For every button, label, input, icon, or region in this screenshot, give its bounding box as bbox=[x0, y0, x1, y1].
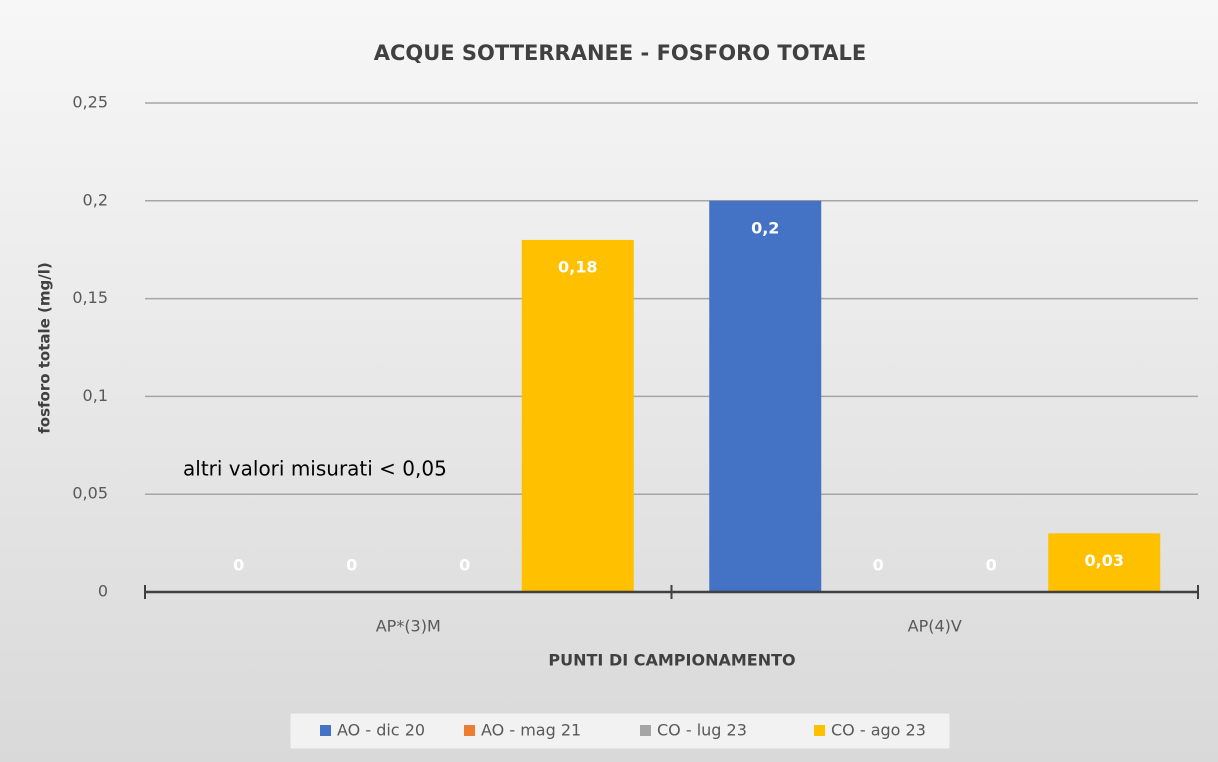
legend-label: CO - lug 23 bbox=[657, 721, 747, 740]
x-tick-label: AP*(3)M bbox=[376, 617, 441, 636]
y-axis-title: fosforo totale (mg/l) bbox=[36, 262, 54, 434]
chart-title: ACQUE SOTTERRANEE - FOSFORO TOTALE bbox=[374, 41, 867, 65]
bar bbox=[521, 239, 634, 593]
y-tick-label: 0,15 bbox=[72, 288, 108, 307]
legend-label: CO - ago 23 bbox=[831, 721, 926, 740]
x-axis-title: PUNTI DI CAMPIONAMENTO bbox=[548, 651, 795, 670]
y-tick-label: 0,25 bbox=[72, 93, 108, 112]
legend-swatch bbox=[320, 725, 331, 736]
x-tick-label: AP(4)V bbox=[908, 617, 962, 636]
legend-swatch bbox=[464, 725, 475, 736]
data-label: 0 bbox=[986, 556, 997, 575]
data-label: 0,2 bbox=[751, 218, 779, 237]
y-tick-label: 0,1 bbox=[83, 386, 108, 405]
legend-label: AO - mag 21 bbox=[481, 721, 581, 740]
legend-swatch bbox=[640, 725, 651, 736]
data-label: 0 bbox=[459, 556, 470, 575]
y-tick-label: 0,05 bbox=[72, 484, 108, 503]
y-tick-label: 0,2 bbox=[83, 190, 108, 209]
data-label: 0,03 bbox=[1085, 551, 1124, 570]
legend-box bbox=[289, 712, 951, 750]
legend-swatch bbox=[814, 725, 825, 736]
bar bbox=[1048, 533, 1161, 592]
data-label: 0 bbox=[346, 556, 357, 575]
data-label: 0 bbox=[873, 556, 884, 575]
bar bbox=[709, 200, 822, 593]
data-label: 0 bbox=[233, 556, 244, 575]
annotation: altri valori misurati < 0,05 bbox=[183, 457, 447, 481]
data-label: 0,18 bbox=[558, 257, 597, 276]
legend-label: AO - dic 20 bbox=[337, 721, 425, 740]
y-tick-label: 0 bbox=[98, 582, 108, 601]
